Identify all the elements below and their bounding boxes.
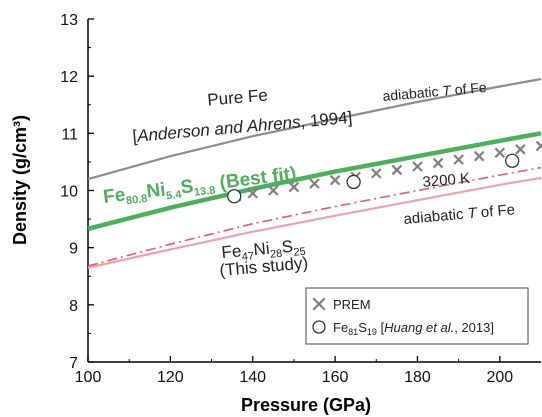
prem-point xyxy=(535,140,542,152)
series-line-this-study-3200K xyxy=(87,166,542,267)
annotation-pure-fe: Pure Fe xyxy=(207,85,269,109)
y-ticks: 7 8 9 10 11 12 13 xyxy=(60,12,94,372)
fe81s19-point xyxy=(505,153,520,168)
prem-point xyxy=(412,161,423,172)
y-tick-label: 10 xyxy=(60,184,78,201)
y-tick-label: 9 xyxy=(69,241,78,258)
prem-point xyxy=(370,168,382,179)
legend-prem-marker xyxy=(312,297,326,311)
x-tick-label: 160 xyxy=(322,369,349,386)
legend-box xyxy=(305,287,529,345)
x-tick-label: 200 xyxy=(486,369,513,386)
legend-fe81s19-marker xyxy=(312,320,326,334)
legend: PREM Fe81S19 [Huang et al., 2013] xyxy=(305,287,529,345)
fe81s19-point xyxy=(227,189,242,204)
y-tick-label: 13 xyxy=(60,12,78,29)
legend-prem-label: PREM xyxy=(333,297,371,312)
annotation-3200k: 3200 K xyxy=(422,170,471,191)
annotation-pure-fe-ref: [Anderson and Ahrens, 1994] xyxy=(132,108,353,146)
fe81s19-point xyxy=(346,174,361,190)
y-tick-label: 12 xyxy=(60,69,78,86)
y-tick-label: 8 xyxy=(69,298,78,315)
series-line-this-study xyxy=(87,176,542,269)
prem-point xyxy=(453,154,464,165)
x-axis-label: Pressure (GPa) xyxy=(241,395,371,415)
x-tick-label: 100 xyxy=(75,369,102,386)
legend-fe81s19-label: Fe81S19 [Huang et al., 2013] xyxy=(333,320,494,337)
prem-point xyxy=(288,181,300,193)
prem-point xyxy=(391,164,403,176)
prem-point xyxy=(268,185,279,196)
prem-point xyxy=(432,157,444,169)
annotation-this-study-composition: Fe47Ni28S25 xyxy=(221,236,307,265)
series-line-pure-fe xyxy=(87,77,542,181)
x-tick-label: 120 xyxy=(157,369,184,386)
annotation-adiabatic-bottom: adiabatic T of Fe xyxy=(403,201,516,228)
annotation-adiabatic-top: adiabatic T of Fe xyxy=(382,79,488,104)
prem-point xyxy=(515,144,526,155)
prem-point xyxy=(329,174,341,186)
y-tick-label: 7 xyxy=(69,355,78,372)
prem-point xyxy=(309,178,320,189)
x-ticks: 100 120 140 160 180 200 xyxy=(75,356,513,386)
y-tick-label: 11 xyxy=(61,126,78,143)
series-markers xyxy=(227,140,542,204)
prem-point xyxy=(473,150,485,162)
y-axis-label: Density (g/cm³) xyxy=(10,115,30,245)
series-line-best-fit xyxy=(87,131,542,231)
prem-point xyxy=(494,147,506,159)
prem-point xyxy=(247,188,259,199)
x-tick-label: 140 xyxy=(239,369,266,386)
series-lines xyxy=(87,77,542,269)
x-tick-label: 180 xyxy=(404,369,431,386)
